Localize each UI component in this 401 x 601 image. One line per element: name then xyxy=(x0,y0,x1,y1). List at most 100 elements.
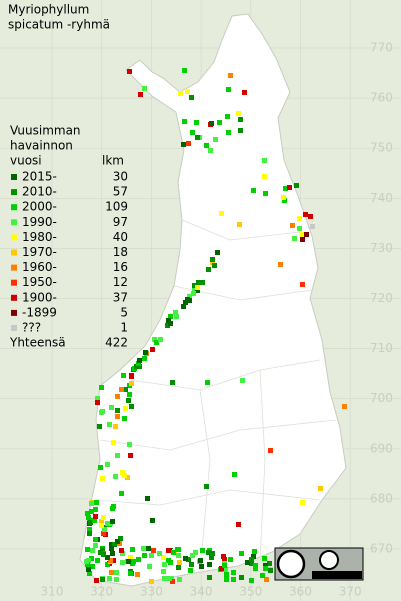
observation-square xyxy=(95,400,100,405)
legend-swatch xyxy=(11,294,17,301)
observation-square xyxy=(100,409,105,414)
observation-square xyxy=(100,547,105,552)
observation-square xyxy=(178,91,183,96)
observation-square xyxy=(297,226,302,231)
observation-square xyxy=(342,404,347,409)
observation-square xyxy=(100,476,105,481)
legend-count: 40 xyxy=(113,230,128,244)
observation-square xyxy=(101,515,106,520)
observation-square xyxy=(300,500,305,505)
observation-square xyxy=(102,527,107,532)
observation-square xyxy=(187,298,192,303)
observation-square xyxy=(217,120,222,125)
observation-square xyxy=(128,571,133,576)
observation-square xyxy=(107,422,112,427)
observation-square xyxy=(195,135,200,140)
observation-square xyxy=(122,473,127,478)
observation-square xyxy=(242,90,247,95)
observation-square xyxy=(249,561,254,566)
observation-square xyxy=(183,556,188,561)
observation-square xyxy=(213,137,218,142)
y-axis-label: 730 xyxy=(370,241,393,255)
observation-square xyxy=(105,555,110,560)
observation-square xyxy=(129,381,134,386)
license-badge xyxy=(274,547,364,581)
observation-square xyxy=(112,542,117,547)
observation-square xyxy=(171,550,176,555)
legend-label: 1990- xyxy=(22,215,57,229)
observation-square xyxy=(115,539,120,544)
observation-square xyxy=(166,318,171,323)
observation-square xyxy=(115,394,120,399)
observation-square xyxy=(221,554,226,559)
x-axis-label: 370 xyxy=(339,585,362,599)
observation-square xyxy=(262,158,267,163)
observation-square xyxy=(174,314,179,319)
observation-square xyxy=(168,321,173,326)
observation-square xyxy=(141,546,146,551)
observation-square xyxy=(97,424,102,429)
x-axis-label: 340 xyxy=(190,585,213,599)
observation-square xyxy=(146,546,151,551)
observation-square xyxy=(84,559,89,564)
observation-square xyxy=(200,548,205,553)
observation-square xyxy=(238,117,243,122)
observation-square xyxy=(136,361,141,366)
observation-square xyxy=(228,73,233,78)
observation-square xyxy=(168,314,173,319)
observation-square xyxy=(240,378,245,383)
legend-swatch xyxy=(11,174,17,180)
observation-square xyxy=(318,486,323,491)
observation-square xyxy=(101,552,106,557)
observation-square xyxy=(137,364,142,369)
legend-count: 12 xyxy=(113,275,128,289)
observation-square xyxy=(110,551,115,556)
observation-square xyxy=(206,267,211,272)
observation-square xyxy=(85,511,90,516)
observation-square xyxy=(125,475,130,480)
observation-square xyxy=(89,509,94,514)
observation-square xyxy=(263,191,268,196)
title-line: spicatum -ryhmä xyxy=(8,18,110,32)
observation-square xyxy=(195,285,200,290)
observation-square xyxy=(120,470,125,475)
legend-label: 2000- xyxy=(22,200,57,214)
observation-square xyxy=(253,563,258,568)
observation-square xyxy=(92,518,97,523)
legend-total: 422 xyxy=(105,336,128,350)
observation-square xyxy=(268,568,273,573)
observation-square xyxy=(249,557,254,562)
observation-square xyxy=(121,373,126,378)
observation-square xyxy=(150,518,155,523)
observation-square xyxy=(94,500,99,505)
observation-square xyxy=(249,578,254,583)
observation-square xyxy=(292,236,297,241)
observation-square xyxy=(297,216,302,221)
observation-square xyxy=(162,562,167,567)
observation-square xyxy=(283,186,288,191)
observation-square xyxy=(251,188,256,193)
observation-square xyxy=(237,222,242,227)
observation-square xyxy=(130,547,135,552)
observation-square xyxy=(253,566,258,571)
observation-square xyxy=(181,304,186,309)
observation-square xyxy=(158,337,163,342)
observation-square xyxy=(111,558,116,563)
observation-square xyxy=(212,263,217,268)
observation-square xyxy=(239,575,244,580)
legend-count: 5 xyxy=(120,305,128,319)
observation-square xyxy=(186,141,191,146)
observation-square xyxy=(170,579,175,584)
observation-square xyxy=(194,120,199,125)
observation-square xyxy=(191,291,196,296)
observation-square xyxy=(300,282,305,287)
observation-square xyxy=(101,531,106,536)
observation-square xyxy=(86,567,91,572)
observation-square xyxy=(264,577,269,582)
y-axis-label: 690 xyxy=(370,441,393,455)
observation-square xyxy=(86,515,91,520)
observation-square xyxy=(105,521,110,526)
observation-square xyxy=(236,522,241,527)
observation-square xyxy=(113,424,118,429)
